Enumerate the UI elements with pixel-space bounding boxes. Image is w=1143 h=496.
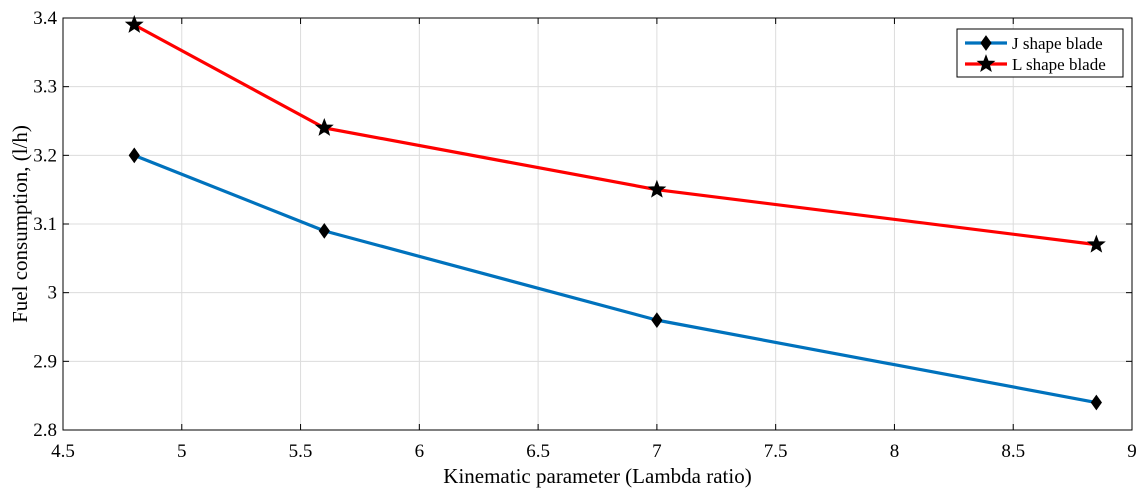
series-layer [124,14,1106,411]
x-axis-label: Kinematic parameter (Lambda ratio) [443,464,751,488]
data-point-marker [314,117,334,136]
legend-label: J shape blade [1012,34,1103,53]
x-tick-label: 7.5 [764,441,788,462]
y-tick-label: 3.2 [33,145,57,166]
x-tick-label: 6 [415,441,425,462]
series-2 [124,14,1106,253]
ticks: 4.5 5 5.5 6 6.5 7 7.5 8 8.5 9 2.8 2.9 3 3.1 3.2 3.3 3.4 [33,8,1137,462]
y-tick-label: 2.9 [33,351,57,372]
y-tick-label: 2.8 [33,420,57,441]
x-tick-label: 6.5 [526,441,550,462]
y-axis-label: Fuel consumption, (l/h) [8,125,32,323]
x-tick-label: 4.5 [51,441,75,462]
x-tick-label: 5 [177,441,187,462]
data-point-marker [647,179,667,198]
x-tick-label: 7 [652,441,662,462]
y-tick-label: 3 [48,283,58,304]
x-tick-label: 5.5 [289,441,313,462]
data-point-marker [124,14,144,33]
y-tick-label: 3.3 [33,77,57,98]
series-line [133,153,1097,405]
grid [62,17,1133,431]
x-tick-label: 8.5 [1001,441,1025,462]
legend-item: J shape blade [965,34,1103,53]
data-point-marker [128,147,140,164]
y-tick-label: 3.1 [33,214,57,235]
data-point-marker [1090,394,1102,411]
data-point-marker [318,223,330,239]
legend-item: L shape blade [965,54,1106,74]
x-tick-label: 9 [1127,441,1137,462]
legend-marker [976,54,996,73]
y-tick-label: 3.4 [33,8,57,29]
legend-marker [980,35,992,51]
legend: J shape blade L shape blade [956,28,1124,78]
data-point-marker [1086,234,1106,253]
x-tick-label: 8 [890,441,900,462]
legend-label: L shape blade [1012,55,1106,74]
series-1 [128,147,1102,411]
data-point-marker [651,312,663,328]
series-line [133,23,1097,247]
